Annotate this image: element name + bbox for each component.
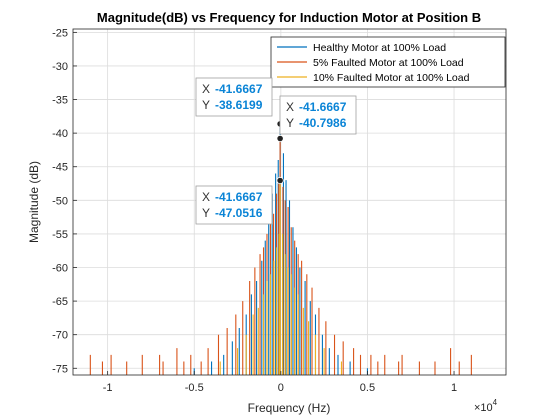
y-tick-label: -70	[52, 330, 68, 342]
y-tick-label: -75	[52, 363, 68, 375]
datatip-marker	[276, 134, 284, 143]
legend-entry-1: Healthy Motor at 100% Load	[313, 42, 446, 54]
datatip-x-value: -41.6667	[299, 100, 347, 114]
x-axis-multiplier: ×104	[474, 398, 498, 414]
datatip-y-label: Y	[202, 98, 210, 112]
x-tick-label: 0	[278, 382, 284, 394]
y-tick-label: -65	[52, 296, 68, 308]
x-tick-label: -1	[103, 382, 113, 394]
y-tick-label: -60	[52, 263, 68, 275]
tick-layer: -1 -0.5 0 0.5 1 -75 -70 -65 -60 -55 -50 -45 -40 -35 -3…	[52, 27, 457, 394]
datatip-y-value: -47.0516	[215, 206, 263, 220]
y-axis-label: Magnitude (dB)	[27, 161, 41, 243]
y-tick-label: -50	[52, 195, 68, 207]
datatip-y-label: Y	[286, 116, 294, 130]
datatip-layer: X -41.6667 Y -38.6199 X -41.6667 Y -40.7986 X -41…	[195, 77, 357, 225]
y-tick-label: -40	[52, 128, 68, 140]
series-3	[219, 180, 343, 375]
plot-box	[72, 28, 507, 376]
datatip-3: X -41.6667 Y -47.0516	[195, 176, 284, 225]
x-tick-label: 1	[451, 382, 457, 394]
legend: Healthy Motor at 100% Load 5% Faulted Mot…	[270, 36, 506, 88]
datatip-1: X -41.6667 Y -38.6199	[195, 77, 284, 128]
datatip-y-label: Y	[202, 206, 210, 220]
chart-title: Magnitude(dB) vs Frequency for Induction…	[97, 10, 481, 25]
datatip-y-value: -38.6199	[215, 98, 263, 112]
datatip-x-label: X	[202, 82, 210, 96]
datatip-x-value: -41.6667	[215, 82, 263, 96]
x-axis-label: Frequency (Hz)	[248, 401, 331, 415]
series-3-spectrum-line	[219, 180, 343, 375]
datatip-marker	[276, 176, 284, 185]
legend-entry-3: 10% Faulted Motor at 100% Load	[313, 72, 470, 84]
series-layer	[89, 123, 472, 375]
datatip-x-value: -41.6667	[215, 190, 263, 204]
datatip-x-label: X	[202, 190, 210, 204]
datatip-box	[195, 77, 273, 117]
y-tick-label: -45	[52, 162, 68, 174]
x-tick-label: 0.5	[360, 382, 375, 394]
y-tick-label: -55	[52, 229, 68, 241]
datatip-box	[279, 95, 357, 135]
y-tick-label: -25	[52, 27, 68, 39]
y-tick-label: -35	[52, 95, 68, 107]
datatip-y-value: -40.7986	[299, 116, 347, 130]
y-tick-label: -30	[52, 61, 68, 73]
x-tick-label: -0.5	[185, 382, 204, 394]
legend-box	[270, 36, 506, 88]
legend-entry-2: 5% Faulted Motor at 100% Load	[313, 57, 464, 69]
datatip-2: X -41.6667 Y -40.7986	[276, 95, 357, 143]
datatip-x-label: X	[286, 100, 294, 114]
datatip-box	[195, 185, 273, 225]
